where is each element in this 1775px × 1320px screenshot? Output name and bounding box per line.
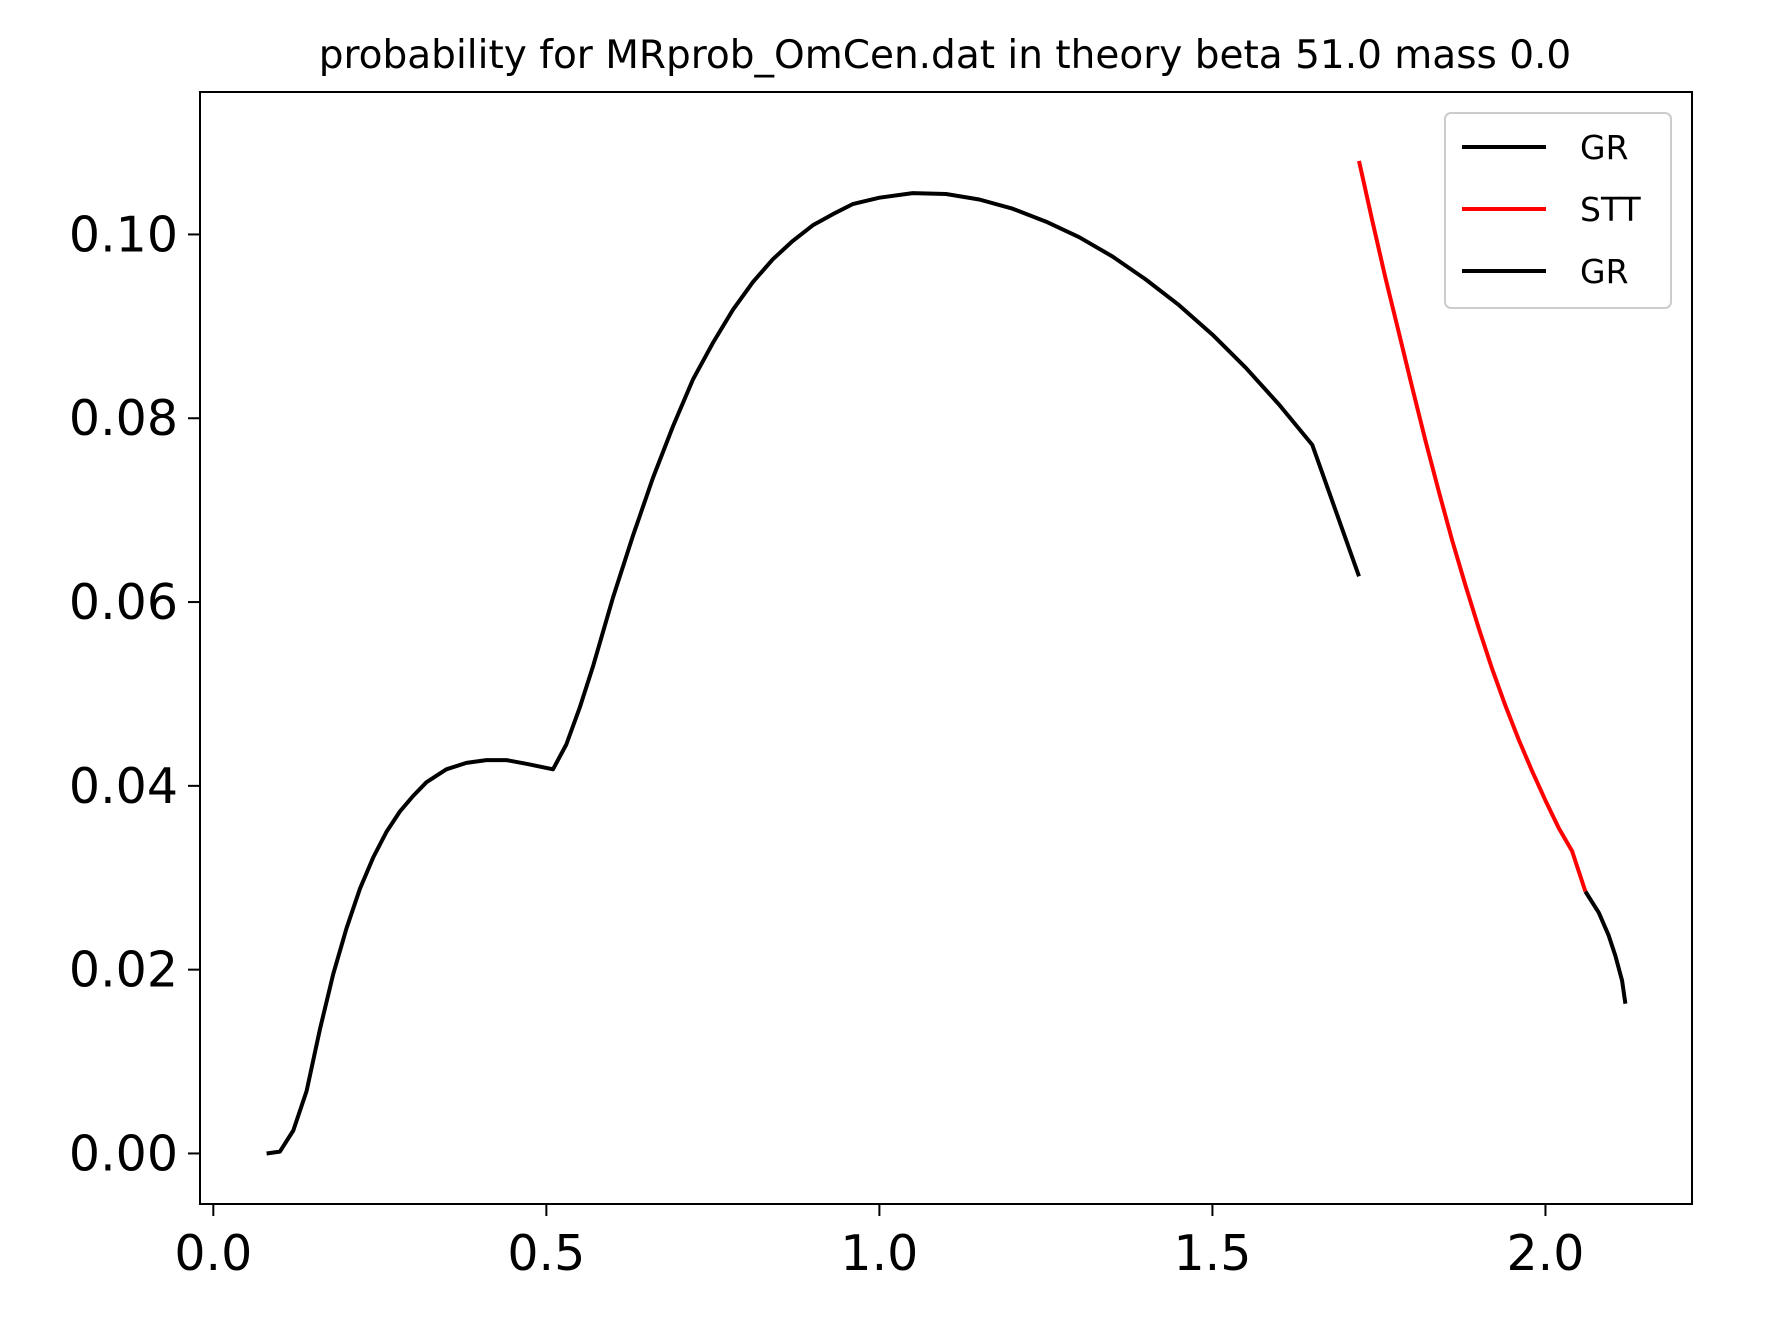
x-tick-label: 0.0: [174, 1225, 252, 1282]
chart-title: probability for MRprob_OmCen.dat in theo…: [319, 33, 1572, 78]
plot-lines: [266, 160, 1628, 1156]
series-line-1-gr: [266, 191, 1361, 1156]
x-tick-label: 1.5: [1173, 1225, 1251, 1282]
legend: GR STT GR: [1444, 112, 1672, 309]
y-tick-label: 0.06: [69, 574, 178, 631]
x-tick-label: 1.0: [840, 1225, 918, 1282]
y-tick-label: 0.00: [69, 1125, 178, 1182]
legend-box: [1444, 112, 1672, 309]
y-tick-label: 0.04: [69, 758, 178, 815]
legend-entries: GR STT GR: [1462, 128, 1642, 291]
series-line-2-stt: [1357, 160, 1588, 893]
legend-label: GR: [1580, 252, 1629, 291]
legend-label: GR: [1580, 128, 1629, 167]
x-axis: 0.0 0.5 1.0 1.5 2.0: [174, 1204, 1584, 1282]
y-tick-label: 0.10: [69, 206, 178, 263]
x-tick-label: 0.5: [507, 1225, 585, 1282]
plot-frame: [199, 91, 1693, 1205]
y-axis: 0.00 0.02 0.04 0.06 0.08 0.10: [69, 206, 200, 1182]
y-tick-label: 0.02: [69, 942, 178, 999]
series-line-3-gr: [1583, 890, 1628, 1004]
y-tick-label: 0.08: [69, 390, 178, 447]
legend-label: STT: [1580, 190, 1642, 229]
x-tick-label: 2.0: [1506, 1225, 1584, 1282]
